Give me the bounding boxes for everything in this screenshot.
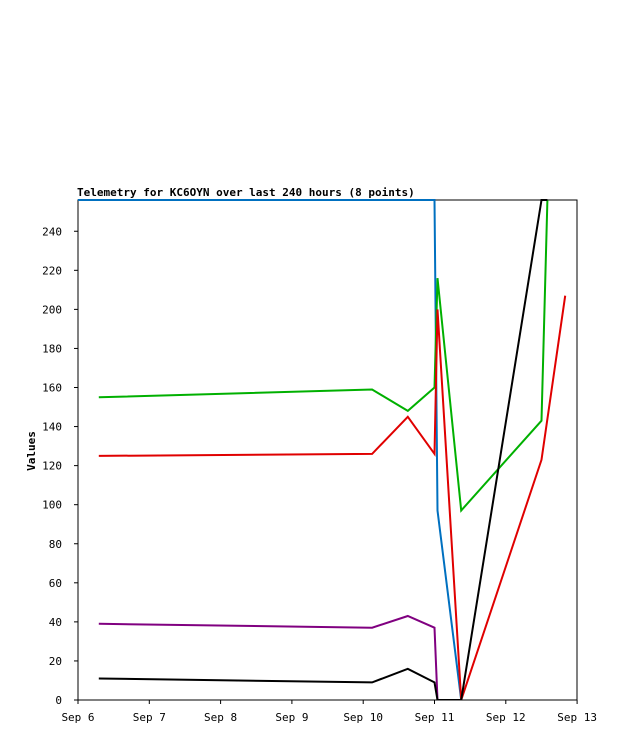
y-tick-label: 220 [42,264,62,277]
x-tick-label: Sep 12 [486,711,526,724]
y-tick-label: 160 [42,382,62,395]
x-tick-label: Sep 10 [343,711,383,724]
x-tick-label: Sep 11 [415,711,455,724]
chart-title: Telemetry for KC6OYN over last 240 hours… [77,186,415,199]
series-layer [78,199,567,700]
y-tick-label: 40 [49,616,62,629]
y-axis-ticks: 0 20 40 60 80 100 120 140 160 180 200 220 240 [42,225,78,707]
y-tick-label: 240 [42,225,62,238]
series-line-2 [98,199,549,513]
y-tick-label: 180 [42,342,62,355]
x-tick-label: Sep 8 [204,711,237,724]
series-line-3 [98,295,567,700]
x-axis-ticks: Sep 6 Sep 7 Sep 8 Sep 9 Sep 10 Sep 11 Sep 12 Se… [61,700,597,724]
series-line-4 [98,614,462,700]
x-tick-label: Sep 7 [133,711,166,724]
x-tick-label: Sep 13 [557,711,597,724]
y-tick-label: 20 [49,655,62,668]
y-tick-label: 0 [55,694,62,707]
y-tick-label: 120 [42,460,62,473]
y-axis-label: Values [25,431,38,471]
x-tick-label: Sep 6 [61,711,94,724]
y-tick-label: 80 [49,538,62,551]
y-tick-label: 100 [42,499,62,512]
y-tick-label: 140 [42,421,62,434]
series-line-5 [98,199,548,700]
y-tick-label: 60 [49,577,62,590]
x-tick-label: Sep 9 [275,711,308,724]
y-tick-label: 200 [42,303,62,316]
